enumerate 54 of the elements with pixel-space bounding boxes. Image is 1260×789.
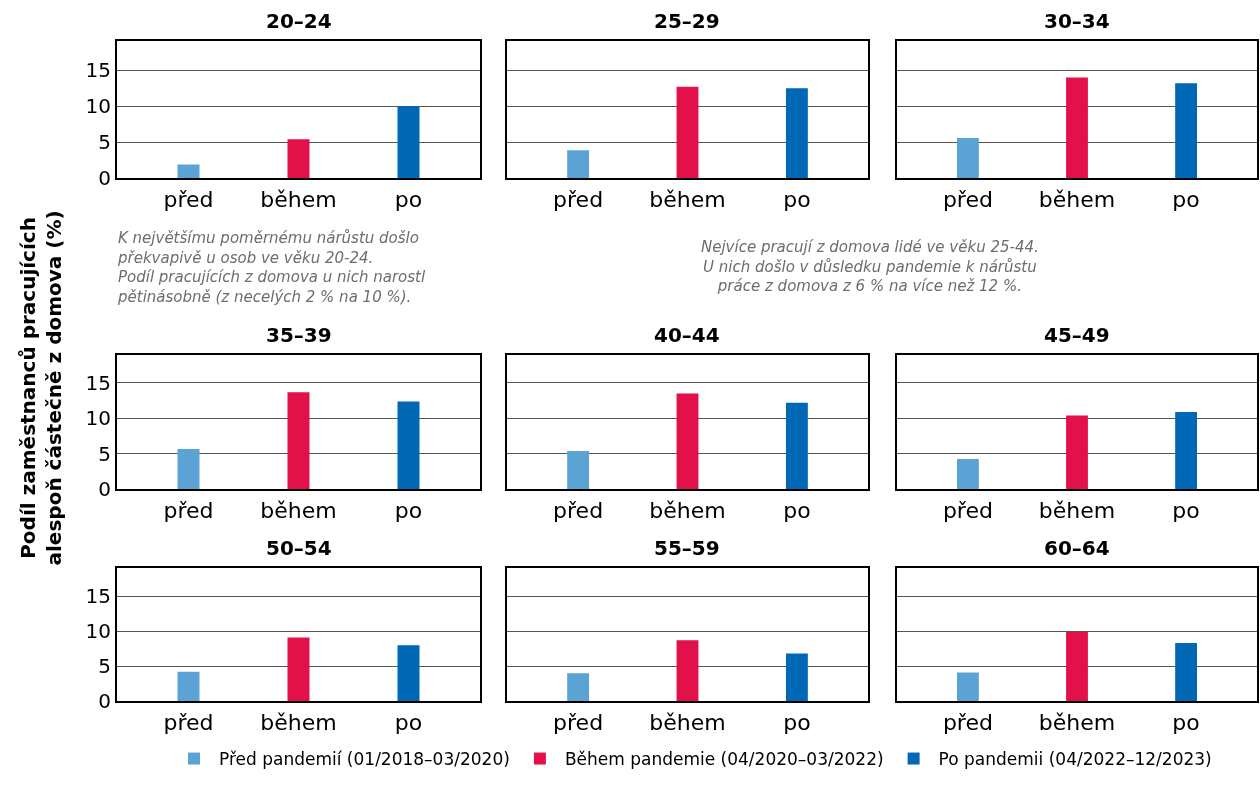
x-tick-label: po xyxy=(1172,497,1200,523)
x-tick-label: během xyxy=(649,186,726,212)
x-tick-label: po xyxy=(394,497,423,523)
text: Nejvíce pracují z domova lidé ve věku 25-44. U nich došlo v důsledku pandemie k nárůstu práce z domova z 6 % na více než 12 %. xyxy=(701,238,1039,295)
x-tick-label: během xyxy=(1038,186,1116,212)
x-tick-label: po xyxy=(1172,186,1200,212)
x-tick-label: před xyxy=(163,709,214,735)
x-tick-label: během xyxy=(260,186,337,212)
x-tick-label: před xyxy=(942,186,993,212)
y-tick-label: 10 xyxy=(85,94,111,119)
y-tick-label: 5 xyxy=(98,654,111,679)
y-tick-label: 0 xyxy=(98,689,111,714)
legend-label: Během pandemie (04/2020–03/2022) xyxy=(564,749,884,770)
y-tick-label: 5 xyxy=(98,441,111,466)
x-tick-label: po xyxy=(1172,709,1200,735)
y-tick-label: 15 xyxy=(85,584,111,609)
x-tick-label: během xyxy=(1038,497,1116,523)
x-tick-label: před xyxy=(553,186,604,212)
x-tick-label: během xyxy=(260,709,337,735)
y-tick-label: 15 xyxy=(85,370,111,395)
chart-title: 35–39 xyxy=(266,323,332,347)
x-tick-label: před xyxy=(553,709,604,735)
chart-title: 30–34 xyxy=(1044,9,1110,33)
chart-title: 40–44 xyxy=(654,323,720,347)
y-tick-label: 10 xyxy=(85,619,111,644)
x-tick-label: po xyxy=(394,709,423,735)
x-tick-label: před xyxy=(163,186,214,212)
x-tick-label: během xyxy=(260,497,337,523)
chart-title: 50–54 xyxy=(266,536,332,560)
x-tick-label: po xyxy=(783,709,811,735)
x-tick-label: po xyxy=(783,186,811,212)
x-tick-label: před xyxy=(163,497,214,523)
x-tick-label: před xyxy=(942,497,993,523)
x-tick-label: po xyxy=(394,186,423,212)
y-axis-title: Podíl zaměstnanců pracujících alespoň částečně z domova (%) xyxy=(15,210,66,566)
x-tick-label: během xyxy=(1038,709,1116,735)
text: K největšímu poměrnému nárůstu došlo překvapivě u osob ve věku 20-24. Podíl pracujících z domova u nich narostl pětinásobně (z necelých 2 % na 10 %). xyxy=(117,229,426,306)
chart-title: 25–29 xyxy=(654,9,720,33)
chart-title: 60–64 xyxy=(1044,536,1110,560)
y-tick-label: 10 xyxy=(85,406,111,431)
y-tick-label: 5 xyxy=(98,130,111,155)
chart-title: 45–49 xyxy=(1044,323,1110,347)
legend-label: Po pandemii (04/2022–12/2023) xyxy=(938,749,1212,770)
x-tick-label: před xyxy=(553,497,604,523)
y-tick-label: 15 xyxy=(85,58,111,83)
y-tick-label: 0 xyxy=(98,477,111,502)
x-tick-label: před xyxy=(942,709,993,735)
x-tick-label: během xyxy=(649,709,726,735)
x-tick-label: po xyxy=(783,497,811,523)
legend-label: Před pandemií (01/2018–03/2020) xyxy=(219,749,510,770)
chart-title: 55–59 xyxy=(654,536,720,560)
chart-title: 20–24 xyxy=(266,9,332,33)
y-tick-label: 0 xyxy=(98,166,111,191)
x-tick-label: během xyxy=(649,497,726,523)
